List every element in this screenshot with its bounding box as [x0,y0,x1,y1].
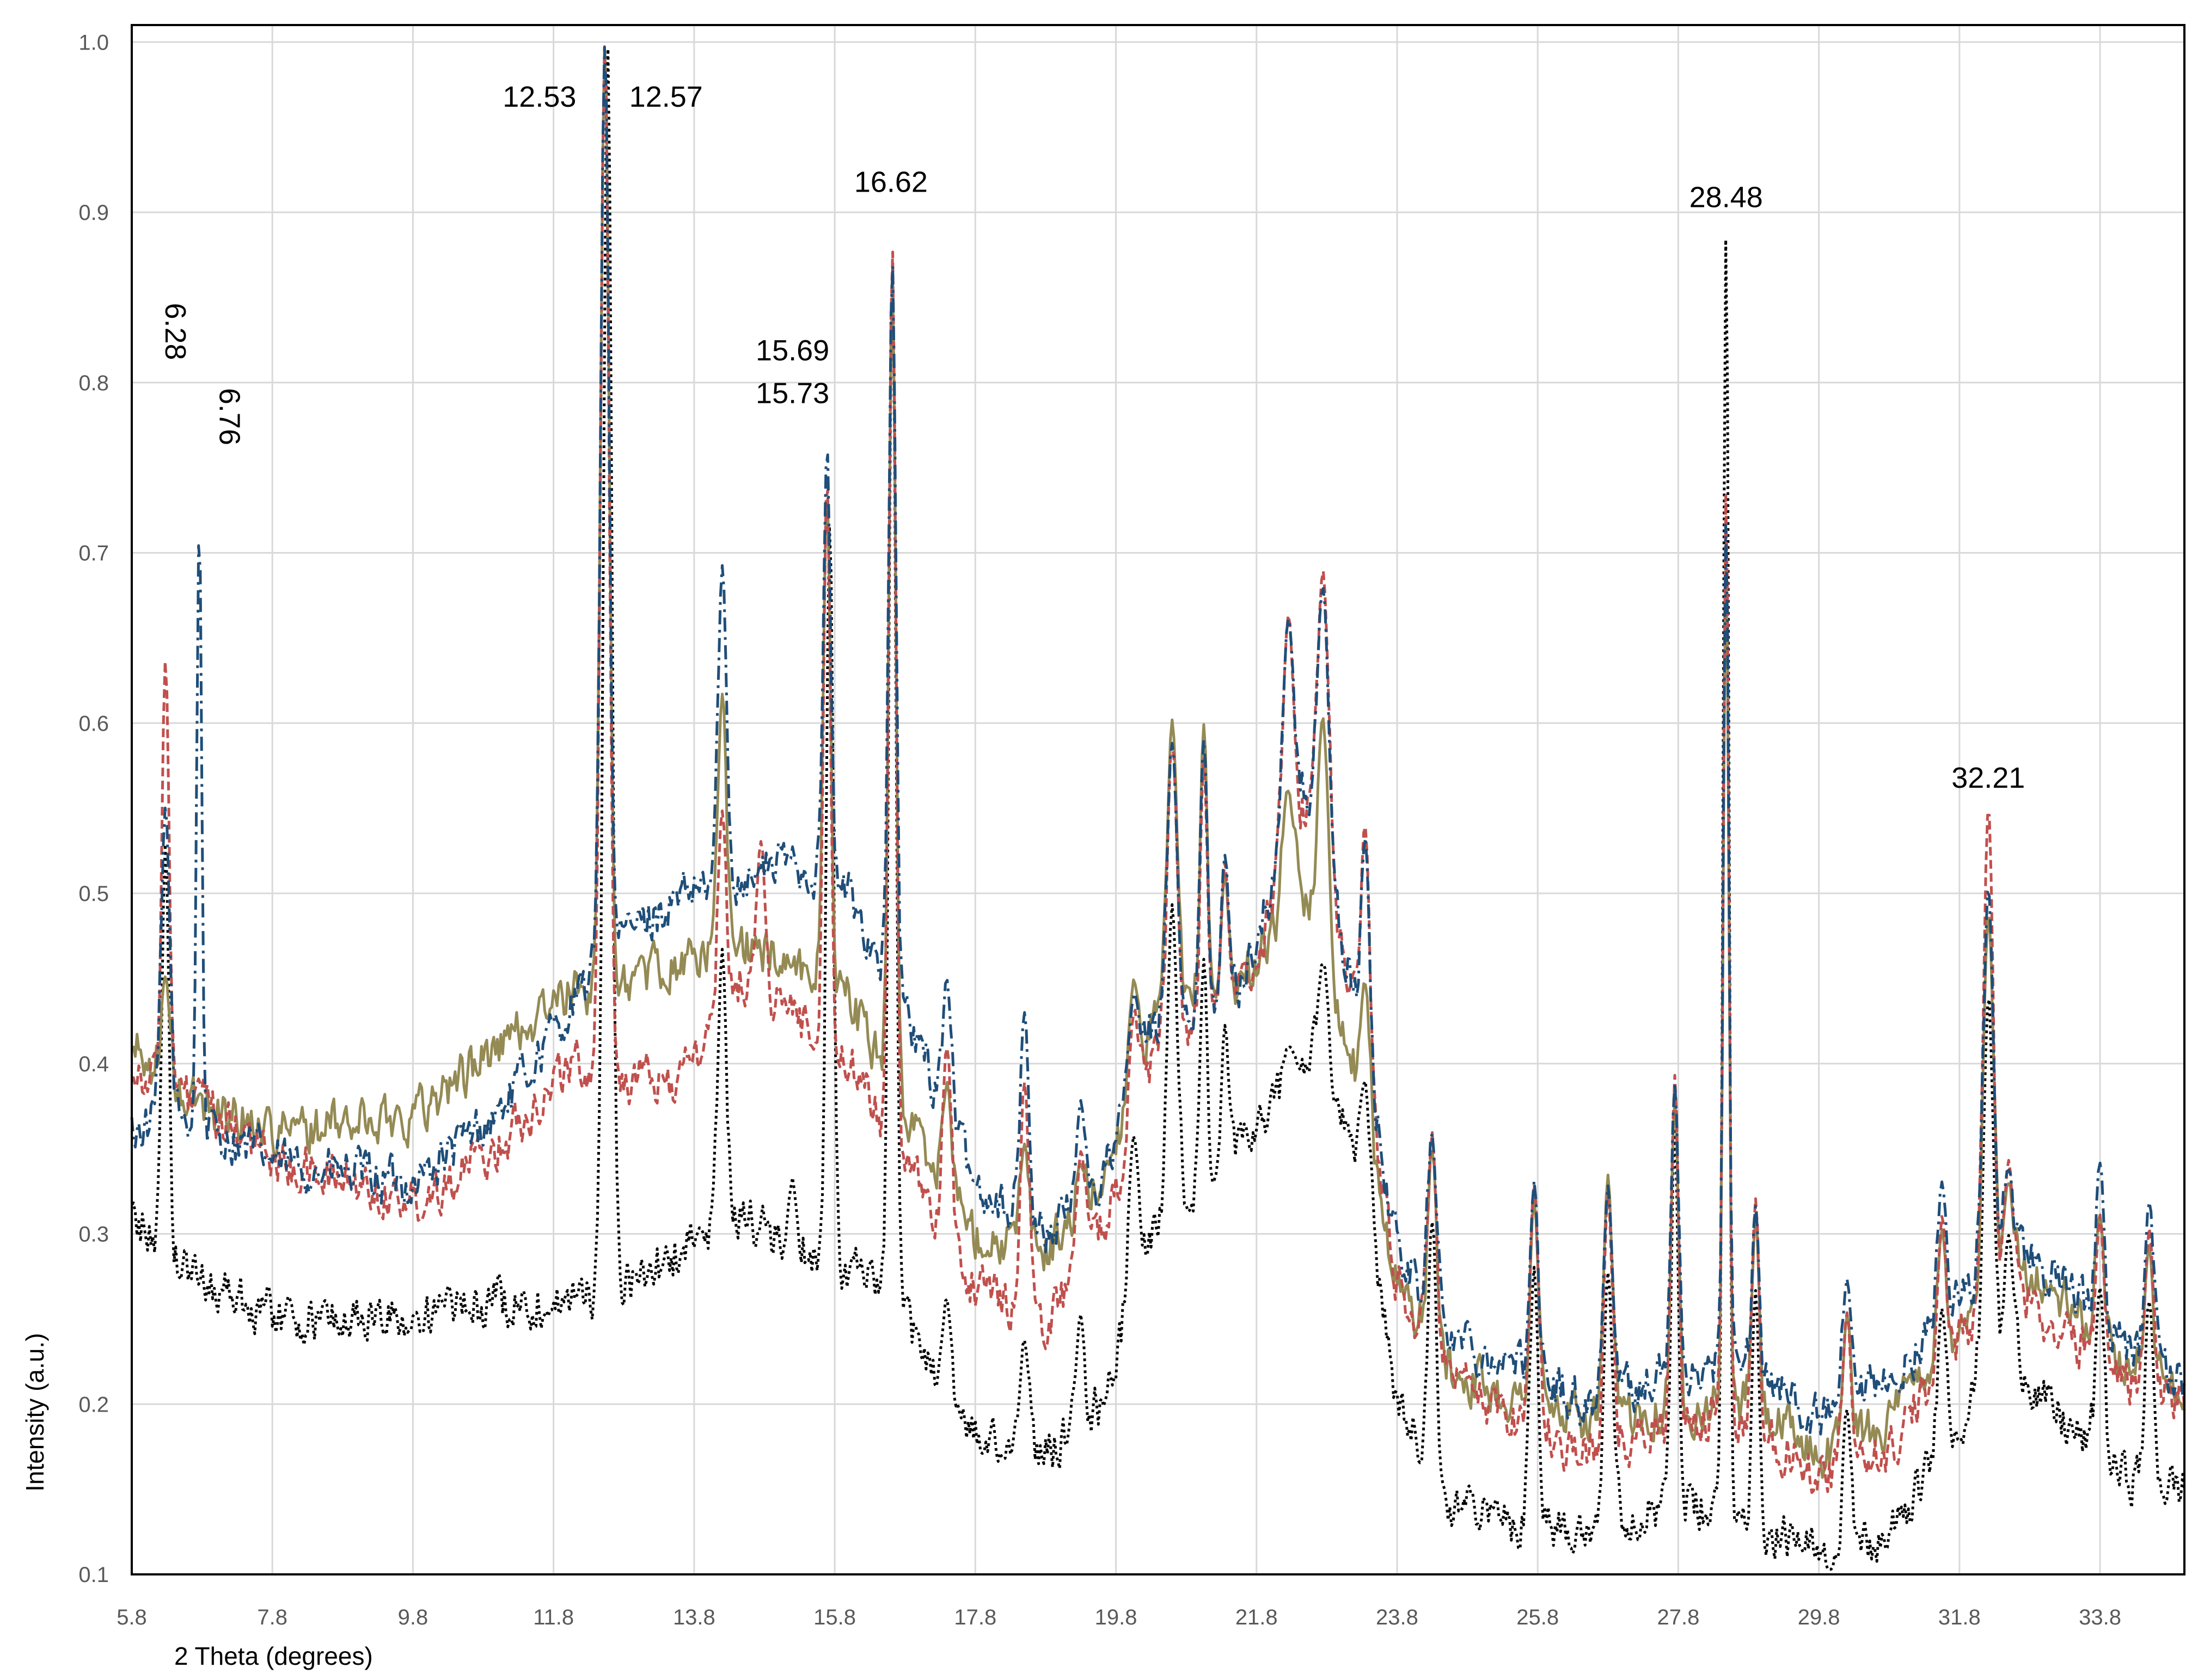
x-tick-labels: 5.8 7.8 9.8 11.8 13.8 15.8 17.8 19.8 21.8 23.8 25.… [117,1605,2121,1629]
x-axis-title: 2 Theta (degrees) [174,1642,373,1670]
series-line [131,45,2186,1479]
y-tick-label: 1.0 [78,30,109,54]
y-tick-labels: 0.1 0.2 0.3 0.4 0.5 0.6 0.7 0.8 0.9 1.0 [78,30,109,1587]
peak-annotation: 15.69 [756,334,829,367]
plot-frame [131,24,2185,1575]
y-tick-label: 0.9 [78,201,109,225]
x-tick-label: 9.8 [398,1605,428,1629]
y-tick-label: 0.6 [78,712,109,735]
peak-annotation: 6.76 [213,388,246,445]
x-tick-label: 19.8 [1095,1605,1137,1629]
peak-annotation: 12.57 [629,81,703,113]
x-tick-label: 11.8 [533,1605,574,1629]
y-axis-title: Intensity (a.u.) [21,1333,49,1492]
y-tick-label: 0.3 [78,1223,109,1247]
x-tick-label: 25.8 [1516,1605,1559,1629]
x-tick-label: 13.8 [673,1605,715,1629]
x-tick-label: 5.8 [117,1605,147,1629]
x-tick-label: 15.8 [813,1605,856,1629]
y-tick-label: 0.1 [78,1563,109,1587]
peak-annotation: 16.62 [854,165,928,198]
peak-annotation: 15.73 [756,377,829,409]
x-tick-label: 7.8 [257,1605,287,1629]
x-tick-label: 29.8 [1798,1605,1840,1629]
x-tick-label: 31.8 [1938,1605,1981,1629]
x-tick-label: 23.8 [1376,1605,1418,1629]
series-line [131,47,2186,1571]
y-tick-label: 0.8 [78,371,109,395]
peak-annotation: 6.28 [159,303,192,360]
peak-annotations: 6.28 6.76 12.53 12.57 15.69 15.73 16.62 28.48 32… [159,81,2025,794]
series-line [130,46,2186,1436]
x-tick-label: 27.8 [1657,1605,1699,1629]
series-layer [130,45,2186,1571]
peak-annotation: 32.21 [1951,762,2025,794]
x-tick-label: 33.8 [2079,1605,2121,1629]
x-tick-label: 17.8 [954,1605,996,1629]
series-line [131,45,2186,1494]
peak-annotation: 28.48 [1689,181,1763,214]
y-tick-label: 0.4 [78,1052,109,1076]
grid-lines [131,25,2184,1575]
y-tick-label: 0.5 [78,882,109,906]
y-tick-label: 0.2 [78,1393,109,1417]
peak-annotation: 12.53 [503,81,576,113]
y-tick-label: 0.7 [78,542,109,566]
x-tick-label: 21.8 [1235,1605,1278,1629]
